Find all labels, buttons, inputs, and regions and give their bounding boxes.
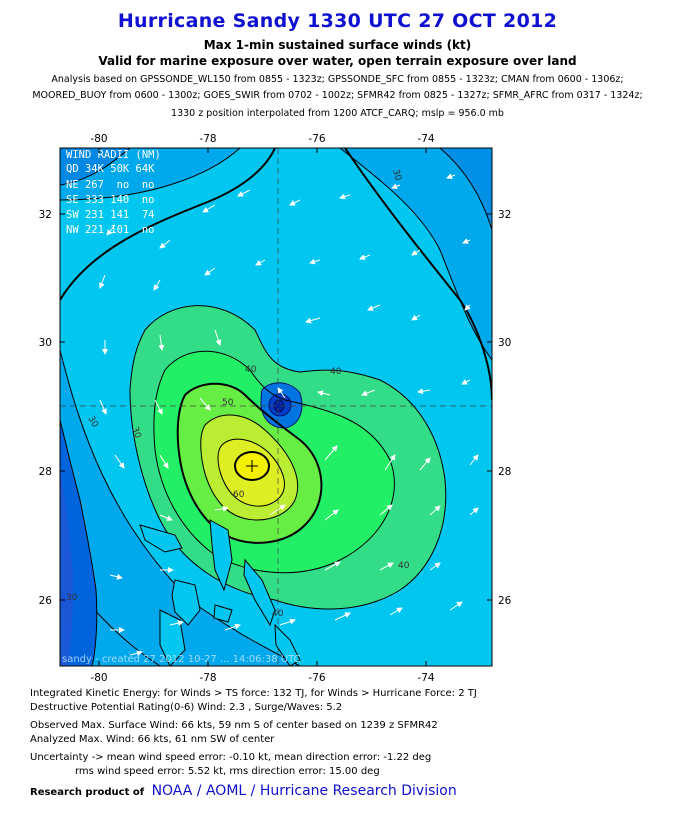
contour-line-55kt	[200, 414, 299, 521]
florida-inland	[60, 470, 73, 666]
contour-label: 30	[66, 593, 78, 603]
dpr-line: Destructive Potential Rating(0-6) Wind: …	[30, 702, 343, 713]
wind-radii-table: WIND RADII (NM) QD 34K 50K 64K NE 267 no…	[66, 149, 161, 236]
contour-fill-30kt-ne	[340, 148, 492, 360]
lat-tick-right: 32	[498, 209, 511, 221]
contour-label: 60	[233, 490, 245, 500]
uncertainty-line-2: rms wind speed error: 5.52 kt, rms direc…	[75, 766, 380, 777]
contour-line-30kt-nw	[60, 148, 241, 201]
bahamas-abaco	[209, 519, 233, 592]
map-watermark: sandy - created 27 2012 10-27 ... 14:06:…	[62, 654, 301, 665]
subtitle-validity: Valid for marine exposure over water, op…	[98, 54, 577, 68]
lon-tick-bottom: -78	[199, 672, 216, 684]
analyzed-max-wind: Analyzed Max. Wind: 66 kts, 61 nm SW of …	[30, 734, 275, 745]
ike-line: Integrated Kinetic Energy: for Winds > T…	[30, 688, 477, 699]
contour-label: 40	[272, 609, 284, 619]
lat-tick-right: 30	[498, 337, 511, 349]
lon-tick-bottom: -74	[417, 672, 434, 684]
contour-label: 30	[129, 426, 142, 440]
wind-radii-row-ne: NE 267 no no	[66, 179, 155, 191]
bahamas-cat-island	[274, 623, 301, 666]
lat-tick-left: 28	[39, 466, 52, 478]
credit-line: Research product of NOAA / AOML / Hurric…	[30, 783, 457, 799]
contour-line-20kt-ne	[439, 148, 492, 231]
axis-tick-marks	[60, 148, 492, 666]
wind-radii-row-nw: NW 221 101 no	[66, 224, 155, 236]
page-title: Hurricane Sandy 1330 UTC 27 OCT 2012	[117, 10, 558, 32]
contour-line-40kt	[129, 305, 447, 610]
credit-org-link[interactable]: NOAA / AOML / Hurricane Research Divisio…	[151, 783, 457, 799]
wind-map: 30 40 50 60 40 40 40 30 30 30 sandy - cr…	[39, 133, 512, 684]
observed-max-wind: Observed Max. Surface Wind: 66 kts, 59 n…	[30, 720, 438, 731]
lon-tick-bottom: -80	[90, 672, 107, 684]
contour-line-45kt	[153, 350, 395, 574]
lon-tick-top: -78	[199, 133, 216, 145]
contour-line-30kt-ne	[339, 148, 492, 361]
lat-tick-left: 30	[39, 337, 52, 349]
subtitle-max-winds: Max 1-min sustained surface winds (kt)	[203, 38, 472, 52]
analysis-line-3: 1330 z position interpolated from 1200 A…	[171, 108, 504, 119]
contour-fill-20kt-ne	[440, 148, 492, 230]
contour-label: 50	[222, 398, 234, 408]
bahamas-new-providence	[213, 604, 233, 623]
credit-label: Research product of	[30, 787, 145, 798]
contour-line-30kt-sw	[60, 349, 301, 666]
contour-line-calm-inner	[268, 393, 292, 417]
contour-fill-30kt-sw	[60, 350, 300, 666]
contour-label: 40	[245, 365, 257, 375]
contour-line-calm-pocket	[260, 382, 303, 429]
wind-radii-row-se: SE 333 140 no	[66, 194, 155, 206]
contour-label: 40	[330, 367, 342, 377]
lat-tick-left: 32	[39, 209, 52, 221]
contour-line-34kt-outer	[60, 148, 276, 301]
lon-tick-bottom: -76	[308, 672, 325, 684]
wind-radii-row-sw: SW 231 141 74	[66, 209, 155, 221]
contour-label: 40	[398, 561, 410, 571]
analysis-line-2: MOORED_BUOY from 0600 - 1300z; GOES_SWIR…	[32, 90, 643, 101]
contour-line-60kt	[217, 438, 285, 507]
bahamas-eleuthera	[243, 558, 276, 627]
contour-fill-20kt-nw	[60, 148, 130, 185]
uncertainty-line-1: Uncertainty -> mean wind speed error: -0…	[30, 752, 432, 763]
bahamas-grand-bahama	[139, 524, 183, 553]
wind-radii-title: WIND RADII (NM)	[66, 149, 161, 161]
map-frame	[59, 147, 493, 667]
contour-line-20kt-nw	[60, 148, 131, 186]
lon-tick-top: -76	[308, 133, 325, 145]
analysis-line-1: Analysis based on GPSSONDE_WL150 from 08…	[51, 74, 624, 85]
contour-line-50kt	[176, 382, 323, 544]
lon-tick-top: -74	[417, 133, 434, 145]
wind-vectors	[98, 173, 479, 657]
lat-tick-right: 28	[498, 466, 511, 478]
lat-tick-left: 26	[39, 595, 53, 607]
contour-line-65kt	[234, 451, 270, 481]
wind-radii-header: QD 34K 50K 64K	[66, 163, 155, 175]
storm-center-marker	[246, 460, 258, 472]
contour-line-34kt-east	[344, 148, 492, 401]
bahamas-andros-north	[171, 579, 201, 626]
lon-tick-top: -80	[90, 133, 107, 145]
contour-label: 30	[390, 168, 403, 182]
contour-fill-calm-core	[274, 400, 284, 412]
lat-tick-right: 26	[498, 595, 512, 607]
